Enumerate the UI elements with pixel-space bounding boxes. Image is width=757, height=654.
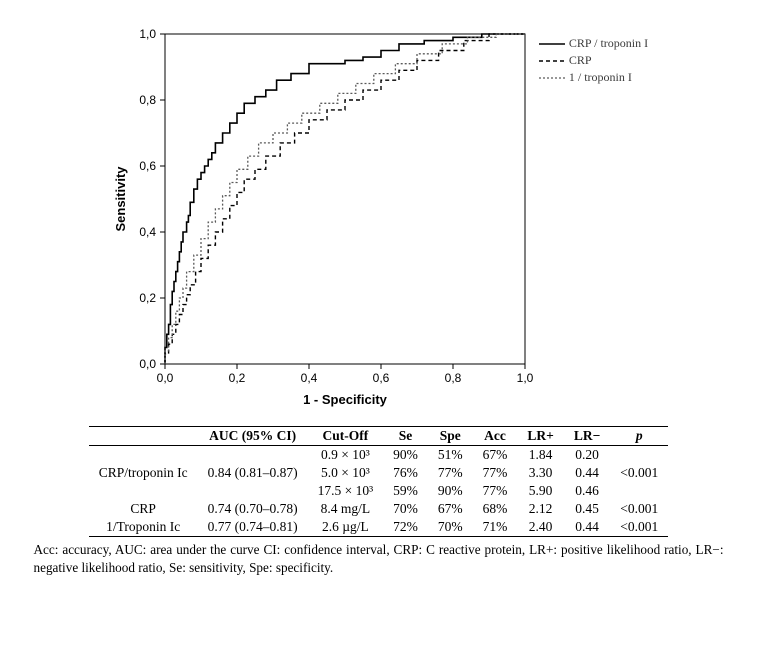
- table-cell: 77%: [428, 464, 473, 482]
- svg-text:0,2: 0,2: [229, 371, 246, 385]
- svg-text:0,0: 0,0: [139, 357, 156, 371]
- table-cell: 90%: [428, 482, 473, 500]
- table-cell: CRP: [89, 500, 198, 518]
- svg-text:0,4: 0,4: [301, 371, 318, 385]
- table-row: CRP/troponin Ic0.84 (0.81–0.87)5.0 × 10³…: [89, 464, 669, 482]
- svg-text:1,0: 1,0: [517, 371, 534, 385]
- table-body: 0.9 × 10³90%51%67%1.840.20CRP/troponin I…: [89, 446, 669, 537]
- table-cell: 0.20: [564, 446, 610, 465]
- svg-text:0,8: 0,8: [139, 93, 156, 107]
- col-header: LR−: [564, 427, 610, 446]
- table-cell: [610, 446, 668, 465]
- table-cell: [89, 446, 198, 465]
- table-cell: 2.40: [517, 518, 563, 537]
- table-cell: 68%: [473, 500, 518, 518]
- table-cell: 70%: [383, 500, 428, 518]
- table-cell: <0.001: [610, 464, 668, 482]
- chart-legend: CRP / troponin I CRP 1 / troponin I: [539, 36, 648, 87]
- table-row: 1/Troponin Ic0.77 (0.74–0.81)2.6 µg/L72%…: [89, 518, 669, 537]
- table-cell: 0.46: [564, 482, 610, 500]
- svg-text:0,6: 0,6: [139, 159, 156, 173]
- table-cell: 0.44: [564, 518, 610, 537]
- table-cell: 0.77 (0.74–0.81): [198, 518, 308, 537]
- table-row: 17.5 × 10³59%90%77%5.900.46: [89, 482, 669, 500]
- table-cell: 0.45: [564, 500, 610, 518]
- svg-text:1 - Specificity: 1 - Specificity: [303, 392, 388, 407]
- svg-text:Sensitivity: Sensitivity: [113, 166, 128, 232]
- legend-label: CRP / troponin I: [569, 36, 648, 51]
- table-cell: 59%: [383, 482, 428, 500]
- svg-text:0,6: 0,6: [373, 371, 390, 385]
- roc-svg: 0,0 0,2 0,4 0,6 0,8 1,0 0,0 0,2 0,4 0,6 0,8 1,0 1 - …: [109, 20, 535, 414]
- table-cell: <0.001: [610, 518, 668, 537]
- table-cell: 1.84: [517, 446, 563, 465]
- table-cell: 0.74 (0.70–0.78): [198, 500, 308, 518]
- col-header: AUC (95% CI): [198, 427, 308, 446]
- legend-label: CRP: [569, 53, 592, 68]
- table-cell: 77%: [473, 482, 518, 500]
- table-cell: 70%: [428, 518, 473, 537]
- table-cell: 5.0 × 10³: [308, 464, 384, 482]
- table-row: 0.9 × 10³90%51%67%1.840.20: [89, 446, 669, 465]
- svg-text:0,2: 0,2: [139, 291, 156, 305]
- table-row: CRP0.74 (0.70–0.78)8.4 mg/L70%67%68%2.12…: [89, 500, 669, 518]
- legend-label: 1 / troponin I: [569, 70, 632, 85]
- col-header: LR+: [517, 427, 563, 446]
- col-header: Spe: [428, 427, 473, 446]
- svg-text:0,8: 0,8: [445, 371, 462, 385]
- table-cell: 0.44: [564, 464, 610, 482]
- legend-item: CRP / troponin I: [539, 36, 648, 51]
- table-cell: 8.4 mg/L: [308, 500, 384, 518]
- svg-text:0,4: 0,4: [139, 225, 156, 239]
- table-cell: 1/Troponin Ic: [89, 518, 198, 537]
- table-cell: 3.30: [517, 464, 563, 482]
- table-cell: [198, 446, 308, 465]
- table-cell: 67%: [473, 446, 518, 465]
- legend-item: CRP: [539, 53, 648, 68]
- svg-text:0,0: 0,0: [157, 371, 174, 385]
- table-cell: <0.001: [610, 500, 668, 518]
- table-caption: Acc: accuracy, AUC: area under the curve…: [34, 541, 724, 577]
- table-cell: 0.9 × 10³: [308, 446, 384, 465]
- legend-item: 1 / troponin I: [539, 70, 648, 85]
- col-header: [89, 427, 198, 446]
- table-header-row: AUC (95% CI)Cut-OffSeSpeAccLR+LR−p: [89, 427, 669, 446]
- col-header: Cut-Off: [308, 427, 384, 446]
- table-cell: 0.84 (0.81–0.87): [198, 464, 308, 482]
- table-cell: 2.12: [517, 500, 563, 518]
- col-header: p: [610, 427, 668, 446]
- col-header: Acc: [473, 427, 518, 446]
- table-cell: 77%: [473, 464, 518, 482]
- table-cell: 5.90: [517, 482, 563, 500]
- table-cell: 90%: [383, 446, 428, 465]
- col-header: Se: [383, 427, 428, 446]
- table-cell: CRP/troponin Ic: [89, 464, 198, 482]
- table-cell: 67%: [428, 500, 473, 518]
- table-cell: [89, 482, 198, 500]
- table-cell: 17.5 × 10³: [308, 482, 384, 500]
- table-cell: 72%: [383, 518, 428, 537]
- table-cell: [610, 482, 668, 500]
- table-cell: [198, 482, 308, 500]
- table-cell: 2.6 µg/L: [308, 518, 384, 537]
- results-table: AUC (95% CI)Cut-OffSeSpeAccLR+LR−p 0.9 ×…: [89, 426, 669, 537]
- table-cell: 71%: [473, 518, 518, 537]
- table-cell: 51%: [428, 446, 473, 465]
- table-cell: 76%: [383, 464, 428, 482]
- roc-chart: 0,0 0,2 0,4 0,6 0,8 1,0 0,0 0,2 0,4 0,6 0,8 1,0 1 - …: [25, 20, 732, 414]
- svg-text:1,0: 1,0: [139, 27, 156, 41]
